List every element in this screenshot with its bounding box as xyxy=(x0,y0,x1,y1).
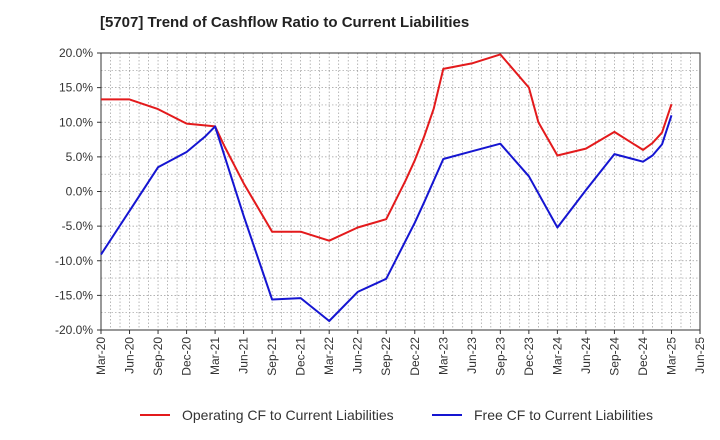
x-tick-label: Sep-21 xyxy=(265,337,279,376)
y-tick-label: 20.0% xyxy=(59,46,93,60)
x-tick-label: Jun-25 xyxy=(693,337,707,374)
legend-label-2: Free CF to Current Liabilities xyxy=(474,407,653,423)
x-tick-label: Dec-22 xyxy=(408,337,422,376)
x-tick-label: Jun-21 xyxy=(237,337,251,374)
y-tick-label: 0.0% xyxy=(66,185,94,199)
y-tick-label: 5.0% xyxy=(66,150,94,164)
series-line-2 xyxy=(100,114,673,322)
axes-layer: 20.0% 15.0% 10.0% 5.0% 0.0% -5.0% -10.0% -15.0%… xyxy=(55,46,707,376)
series-layer xyxy=(100,53,673,322)
x-tick-label: Jun-24 xyxy=(579,337,593,374)
y-tick-label: -5.0% xyxy=(62,219,94,233)
x-tick-label: Mar-20 xyxy=(94,337,108,375)
x-tick-label: Sep-24 xyxy=(607,337,621,376)
legend-label-1: Operating CF to Current Liabilities xyxy=(182,407,394,423)
x-tick-label: Dec-20 xyxy=(180,337,194,376)
y-tick-label: 10.0% xyxy=(59,115,93,129)
x-tick-label: Jun-23 xyxy=(465,337,479,374)
legend-layer: Operating CF to Current Liabilities Free … xyxy=(140,407,653,423)
x-tick-label: Jun-22 xyxy=(351,337,365,374)
x-tick-label: Mar-24 xyxy=(550,337,564,375)
chart-title: [5707] Trend of Cashflow Ratio to Curren… xyxy=(100,14,470,31)
series-line-1 xyxy=(101,53,673,242)
y-tick-label: -15.0% xyxy=(55,288,93,302)
x-tick-label: Mar-25 xyxy=(664,337,678,375)
x-tick-label: Sep-23 xyxy=(493,337,507,376)
y-tick-label: -20.0% xyxy=(55,323,93,337)
x-tick-label: Mar-22 xyxy=(322,337,336,375)
x-tick-label: Sep-20 xyxy=(151,337,165,376)
x-tick-label: Sep-22 xyxy=(379,337,393,376)
x-tick-label: Mar-21 xyxy=(208,337,222,375)
y-tick-label: 15.0% xyxy=(59,81,93,95)
x-tick-label: Jun-20 xyxy=(123,337,137,374)
x-tick-label: Mar-23 xyxy=(436,337,450,375)
x-tick-label: Dec-23 xyxy=(522,337,536,376)
y-tick-label: -10.0% xyxy=(55,254,93,268)
x-tick-label: Dec-24 xyxy=(636,337,650,376)
x-tick-label: Dec-21 xyxy=(294,337,308,376)
